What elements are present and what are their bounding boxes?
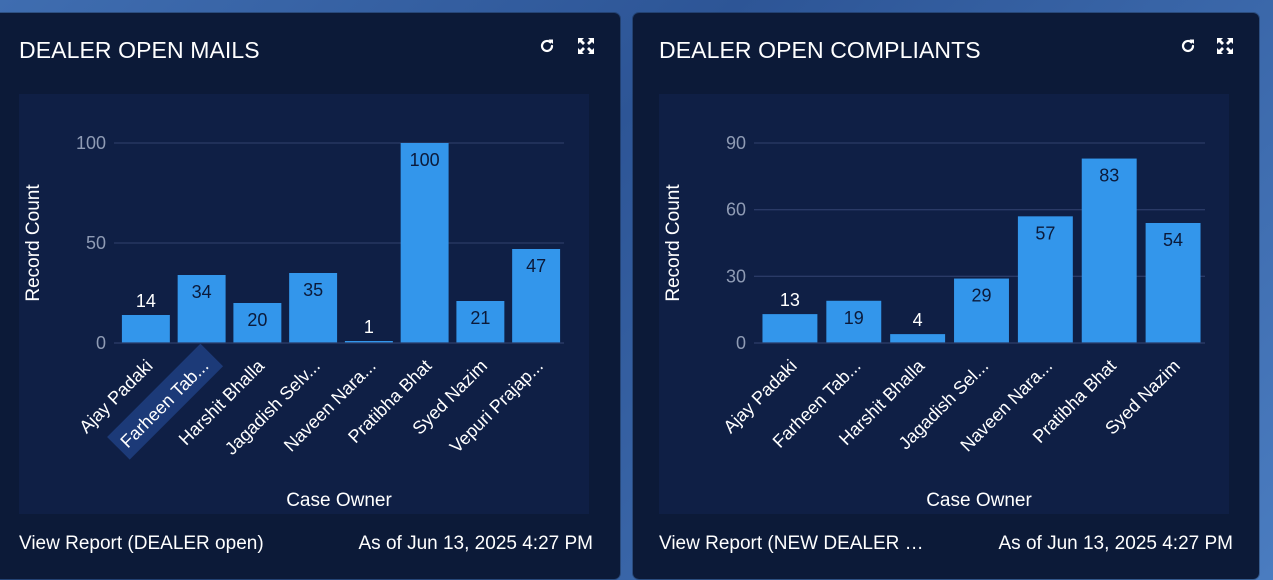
y-tick-label: 30 (726, 266, 746, 286)
bar[interactable] (1017, 216, 1073, 343)
data-label: 54 (1163, 230, 1183, 250)
data-label: 47 (526, 256, 546, 276)
y-tick-label: 0 (96, 333, 106, 353)
bar[interactable] (289, 273, 338, 343)
expand-icon[interactable] (1216, 37, 1234, 55)
data-label: 19 (844, 308, 864, 328)
data-label: 21 (470, 308, 490, 328)
data-label: 83 (1099, 166, 1119, 186)
view-report-link[interactable]: View Report (NEW DEALER … (659, 533, 924, 554)
data-label: 14 (136, 291, 156, 311)
x-axis-title: Case Owner (926, 490, 1032, 511)
x-axis-title: Case Owner (286, 490, 392, 511)
data-label: 29 (971, 286, 991, 306)
dealer-open-mails-card: DEALER OPEN MAILS 0 50 100 Record Count Case… (0, 13, 620, 579)
bar[interactable] (1081, 158, 1137, 343)
y-axis-title: Record Count (663, 184, 684, 302)
bar[interactable] (954, 278, 1009, 343)
refresh-icon[interactable] (1179, 37, 1197, 55)
as-of-timestamp: As of Jun 13, 2025 4:27 PM (998, 533, 1234, 554)
bar[interactable] (890, 334, 946, 343)
y-tick-label: 50 (86, 233, 106, 253)
data-label: 35 (303, 280, 323, 300)
bar[interactable] (826, 300, 882, 343)
x-tick-label[interactable]: Jagadish Selv... (221, 356, 324, 459)
bar[interactable] (400, 143, 449, 343)
bar[interactable] (233, 303, 282, 343)
data-label: 1 (364, 317, 374, 337)
y-tick-label: 90 (726, 133, 746, 153)
bar[interactable] (1145, 223, 1201, 343)
as-of-timestamp: As of Jun 13, 2025 4:27 PM (358, 533, 594, 554)
data-label: 20 (247, 310, 267, 330)
y-axis-title: Record Count (23, 184, 44, 302)
bar[interactable] (512, 249, 561, 343)
bar[interactable] (344, 341, 393, 343)
y-tick-label: 0 (736, 333, 746, 353)
expand-icon[interactable] (577, 37, 595, 55)
bar[interactable] (456, 301, 505, 343)
data-label: 4 (913, 310, 923, 330)
view-report-link[interactable]: View Report (DEALER open) (19, 533, 264, 554)
bar[interactable] (177, 275, 226, 343)
dealer-open-compliants-card: DEALER OPEN COMPLIANTS 0 30 60 90 Record Cou… (633, 13, 1259, 579)
card-title: DEALER OPEN MAILS (19, 37, 260, 63)
data-label: 100 (410, 150, 440, 170)
x-tick-group: Jagadish Selv... (221, 356, 324, 459)
y-tick-label: 100 (76, 133, 106, 153)
y-tick-label: 60 (726, 200, 746, 220)
bar[interactable] (121, 315, 170, 343)
chart-area: 0 50 100 Record Count Case Owner 14 Ajay Padak… (19, 94, 589, 514)
data-label: 34 (192, 282, 212, 302)
data-label: 13 (780, 290, 800, 310)
chart-area: 0 30 60 90 Record Count Case Owner 13 Ajay Pada… (659, 94, 1229, 514)
refresh-icon[interactable] (538, 37, 556, 55)
data-label: 57 (1035, 223, 1055, 243)
category-highlight (107, 343, 224, 460)
card-title: DEALER OPEN COMPLIANTS (659, 37, 981, 63)
bar[interactable] (762, 314, 818, 343)
